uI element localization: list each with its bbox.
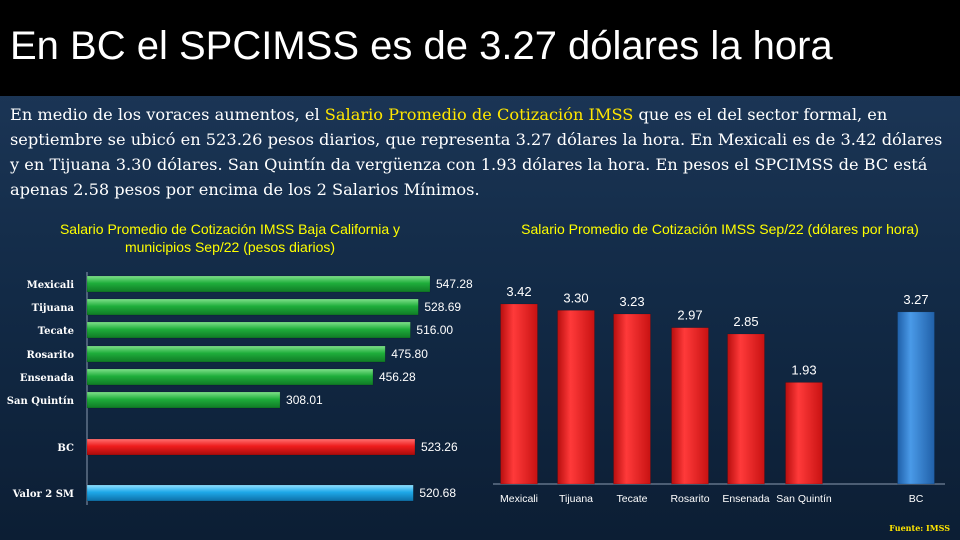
- left-category-label-ensenada: Ensenada: [20, 373, 75, 384]
- right-category-label-san-quintin: San Quintín: [776, 493, 832, 505]
- slide-title: En BC el SPCIMSS es de 3.27 dólares la h…: [10, 24, 833, 68]
- title-bar: En BC el SPCIMSS es de 3.27 dólares la h…: [0, 0, 960, 96]
- right-bar-tijuana: [557, 310, 595, 485]
- right-bar-ensenada: [727, 333, 765, 485]
- left-value-label-tecate: 516.00: [416, 323, 453, 337]
- source-note: Fuente: IMSS: [889, 523, 950, 533]
- left-category-label-tecate: Tecate: [38, 326, 74, 337]
- left-bar-mexicali: [86, 275, 431, 293]
- right-value-label-ensenada: 2.85: [733, 314, 758, 329]
- right-bar-rosarito: [671, 327, 709, 485]
- right-value-label-rosarito: 2.97: [677, 308, 702, 323]
- left-bar-tecate: [86, 321, 411, 339]
- right-value-label-tecate: 3.23: [619, 294, 644, 309]
- right-bar-bc: [897, 311, 935, 485]
- left-chart-title: Salario Promedio de Cotización IMSS Baja…: [59, 221, 401, 255]
- left-bar-valor-2-sm: [86, 484, 414, 502]
- left-value-label-ensenada: 456.28: [379, 370, 416, 384]
- paragraph-post: que es el del sector formal, en septiemb…: [10, 105, 943, 199]
- right-value-label-bc: 3.27: [903, 292, 928, 307]
- left-bar-bc: [86, 438, 416, 456]
- left-value-label-valor-2-sm: 520.68: [419, 486, 456, 500]
- right-chart-title: Salario Promedio de Cotización IMSS Sep/…: [521, 221, 919, 237]
- summary-paragraph: En medio de los voraces aumentos, el Sal…: [10, 102, 955, 202]
- left-value-label-tijuana: 528.69: [424, 300, 461, 314]
- right-category-label-rosarito: Rosarito: [670, 493, 709, 505]
- right-category-label-tijuana: Tijuana: [559, 493, 593, 505]
- left-value-label-rosarito: 475.80: [391, 347, 428, 361]
- left-bar-ensenada: [86, 368, 374, 386]
- left-bar-rosarito: [86, 345, 386, 363]
- left-bar-tijuana: [86, 298, 419, 316]
- left-bar-san-quintin: [86, 391, 281, 409]
- right-bar-chart: 3.42 Mexicali 3.30 Tijuana 3.23 Tecate 2.97 Ros…: [493, 284, 945, 505]
- paragraph-pre: En medio de los voraces aumentos, el: [10, 105, 325, 124]
- left-category-label-san-quintin: San Quintín: [7, 396, 75, 407]
- left-bar-chart: Mexicali 547.28 Tijuana 528.69 Tecate 516.00 R…: [7, 272, 473, 505]
- right-category-label-mexicali: Mexicali: [500, 493, 538, 505]
- left-value-label-bc: 523.26: [421, 440, 458, 454]
- right-bar-san-quintin: [785, 382, 823, 485]
- right-bar-mexicali: [500, 303, 538, 485]
- left-category-label-tijuana: Tijuana: [32, 303, 75, 314]
- right-value-label-mexicali: 3.42: [506, 284, 531, 299]
- left-category-label-bc: BC: [57, 443, 74, 454]
- left-category-label-valor-2-sm: Valor 2 SM: [12, 489, 74, 500]
- right-category-label-tecate: Tecate: [617, 493, 648, 505]
- paragraph-highlight: Salario Promedio de Cotización IMSS: [324, 105, 634, 124]
- right-bar-tecate: [613, 313, 651, 485]
- right-value-label-tijuana: 3.30: [563, 290, 588, 305]
- left-category-label-rosarito: Rosarito: [27, 350, 75, 361]
- right-category-label-ensenada: Ensenada: [722, 493, 769, 505]
- left-value-label-mexicali: 547.28: [436, 277, 473, 291]
- left-value-label-san-quintin: 308.01: [286, 393, 323, 407]
- right-category-label-bc: BC: [909, 493, 924, 505]
- left-category-label-mexicali: Mexicali: [27, 280, 75, 291]
- right-value-label-san-quintin: 1.93: [791, 362, 816, 377]
